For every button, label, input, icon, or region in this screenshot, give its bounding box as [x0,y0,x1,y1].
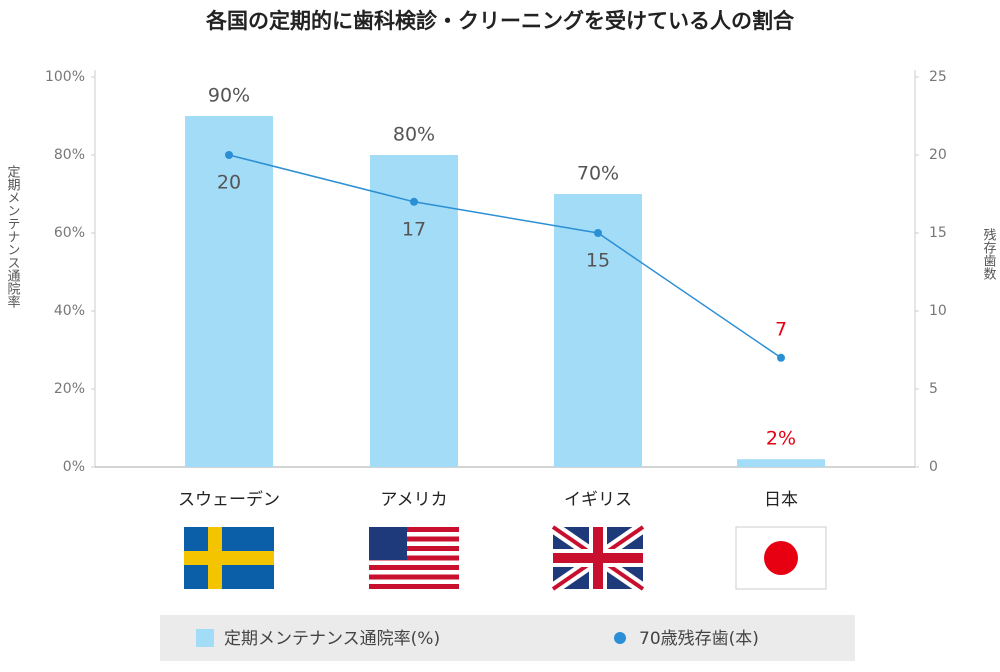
flag-sweden [184,527,274,589]
bar-value-label: 80% [393,124,435,146]
line-value-label: 7 [775,318,787,340]
line-point [410,197,418,206]
y2-tick-label: 0 [929,459,938,475]
bar [185,116,273,467]
y-tick-label: 0% [63,459,85,475]
line-point [225,151,233,159]
flag-usa [369,527,459,589]
y2-tick-label: 20 [929,147,947,163]
x-tick-label: 日本 [764,490,798,510]
bar [554,194,642,467]
y-axis-title: 定期メンテナンス通院率 [5,165,21,308]
bar [737,459,825,467]
bar-value-label: 2% [766,428,796,450]
flag-japan [735,526,827,590]
line [228,154,782,359]
legend-label: 定期メンテナンス通院率(%) [224,629,440,649]
x-tick-label: イギリス [564,490,632,510]
y2-tick-label: 5 [929,381,938,397]
line-point [777,353,785,362]
y-tick-label: 20% [54,381,85,397]
legend-label: 70歳残存歯(本) [639,629,759,649]
y-tick-label: 40% [54,303,85,319]
legend-swatch [196,629,214,647]
legend-swatch [614,632,626,644]
y-tick-label: 60% [54,225,85,241]
y2-tick-label: 10 [929,303,947,319]
x-tick-label: スウェーデン [178,489,280,510]
y2-tick-label: 25 [929,69,947,85]
line-value-label: 17 [402,218,426,240]
bar-value-label: 90% [208,85,250,107]
flag-uk [549,522,647,594]
y2-axis-title: 残存歯数 [981,228,997,280]
y2-tick-label: 15 [929,225,947,241]
chart-title: 各国の定期的に歯科検診・クリーニングを受けている人の割合 [205,9,795,33]
y-tick-label: 100% [45,69,85,85]
line-point [594,229,602,237]
x-tick-label: アメリカ [380,490,447,510]
line-value-label: 20 [217,172,241,194]
line-value-label: 15 [586,250,610,272]
legend-box [160,615,855,661]
bar-value-label: 70% [577,163,619,185]
y-tick-label: 80% [54,147,85,163]
